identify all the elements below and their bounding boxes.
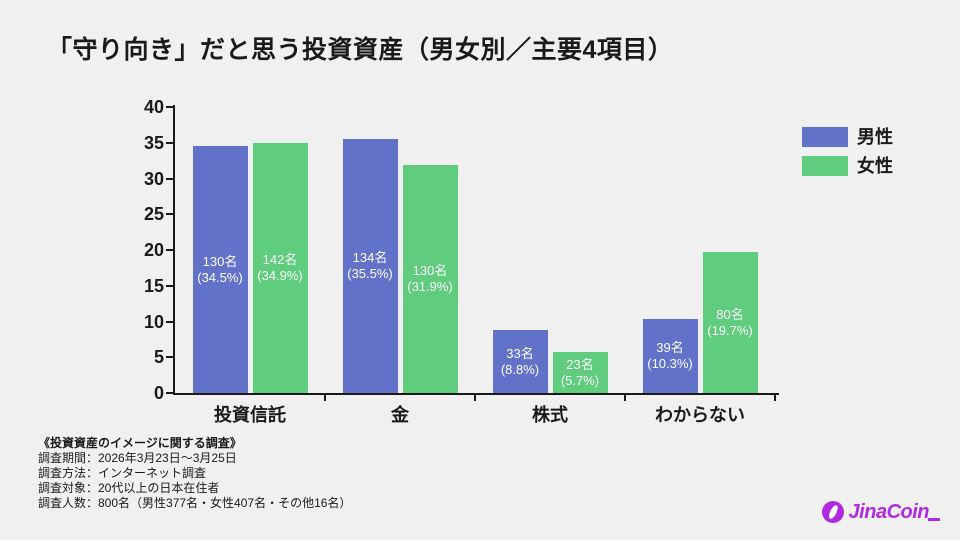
x-tick: [474, 395, 476, 401]
y-tick: [166, 249, 173, 251]
y-tick-label: 25: [143, 204, 164, 225]
bar-male-cat0: 130名 (34.5%): [192, 146, 248, 393]
y-tick: [166, 356, 173, 359]
y-axis-line: [173, 105, 175, 395]
legend-label: 男性: [857, 127, 893, 147]
legend: 男性 女性: [802, 127, 893, 185]
y-tick-label: 0: [153, 383, 164, 403]
category-label: 株式: [532, 405, 568, 425]
bar-pct-label: (35.5%): [347, 266, 393, 282]
footnote-line: 調査人数：800名（男性377名・女性407名・その他16名）: [38, 496, 352, 510]
y-tick-label: 35: [143, 132, 164, 153]
jinacoin-coin-icon: [821, 501, 844, 523]
bar-pct-label: (19.7%): [707, 322, 753, 338]
bar-female-cat3: 80名 (19.7%): [702, 252, 758, 393]
y-tick: [166, 320, 173, 323]
bar-pct-label: (31.9%): [407, 278, 453, 294]
category-label: 投資信託: [214, 405, 286, 425]
jinacoin-logo: JinaCoin: [821, 500, 940, 524]
footnote-heading: 《投資資産のイメージに関する調査》: [38, 436, 242, 450]
bar-count-label: 130名: [202, 253, 238, 269]
logo-underline: [928, 518, 940, 521]
bar-male-cat1: 134名 (35.5%): [342, 139, 398, 393]
bar-pct-label: (8.8%): [500, 361, 540, 377]
y-tick: [166, 106, 173, 108]
x-tick: [624, 395, 626, 401]
bar-count-label: 134名: [352, 250, 388, 266]
bar-female-cat2: 23名 (5.7%): [552, 352, 608, 393]
y-tick-label: 30: [143, 168, 164, 189]
chart-title: 「守り向き」だと思う投資資産（男女別／主要4項目）: [47, 36, 674, 64]
footnote-line: 調査対象：20代以上の日本在住者: [38, 481, 220, 495]
legend-item-female: 女性: [802, 156, 893, 176]
footnote-line: 調査方法：インターネット調査: [38, 466, 207, 480]
footnote-line: 調査期間：2026年3月23日～3月25日: [38, 451, 237, 465]
y-tick: [166, 141, 173, 144]
bar-count-label: 33名: [506, 345, 534, 361]
y-tick: [166, 284, 173, 287]
y-tick-label: 40: [143, 97, 164, 117]
bar-female-cat0: 142名 (34.9%): [252, 143, 308, 393]
legend-swatch: [802, 127, 848, 147]
bar-pct-label: (34.5%): [197, 269, 243, 285]
bar-count-label: 142名: [262, 252, 298, 268]
category-label: わからない: [655, 405, 745, 425]
bar-pct-label: (34.9%): [257, 268, 303, 284]
bar-pct-label: (10.3%): [647, 356, 693, 372]
footnote-lines: 調査期間：2026年3月23日～3月25日 調査方法：インターネット調査 調査対象：…: [38, 451, 351, 511]
bar-count-label: 23名: [566, 356, 594, 372]
category-label: 金: [391, 405, 409, 425]
x-tick: [774, 395, 776, 401]
y-tick-label: 10: [143, 311, 164, 332]
y-tick-label: 15: [143, 275, 164, 296]
x-tick: [324, 395, 326, 401]
bar-count-label: 39名: [656, 340, 684, 356]
bar-male-cat3: 39名 (10.3%): [642, 319, 698, 393]
x-axis-line: [173, 393, 779, 395]
jinacoin-logo-text: JinaCoin: [848, 501, 930, 523]
survey-footnote: 《投資資産のイメージに関する調査》 調査期間：2026年3月23日～3月25日調…: [38, 436, 351, 511]
y-tick: [166, 177, 173, 180]
legend-item-male: 男性: [802, 127, 893, 147]
y-tick: [166, 213, 173, 216]
bar-pct-label: (5.7%): [560, 372, 600, 388]
bar-count-label: 130名: [412, 262, 448, 278]
y-tick: [166, 392, 173, 394]
y-tick-label: 5: [153, 347, 164, 368]
bar-count-label: 80名: [716, 306, 744, 322]
bar-female-cat1: 130名 (31.9%): [402, 164, 458, 393]
legend-label: 女性: [857, 156, 893, 176]
y-tick-label: 20: [143, 240, 164, 260]
legend-swatch: [802, 156, 848, 176]
bar-male-cat2: 33名 (8.8%): [492, 330, 548, 393]
